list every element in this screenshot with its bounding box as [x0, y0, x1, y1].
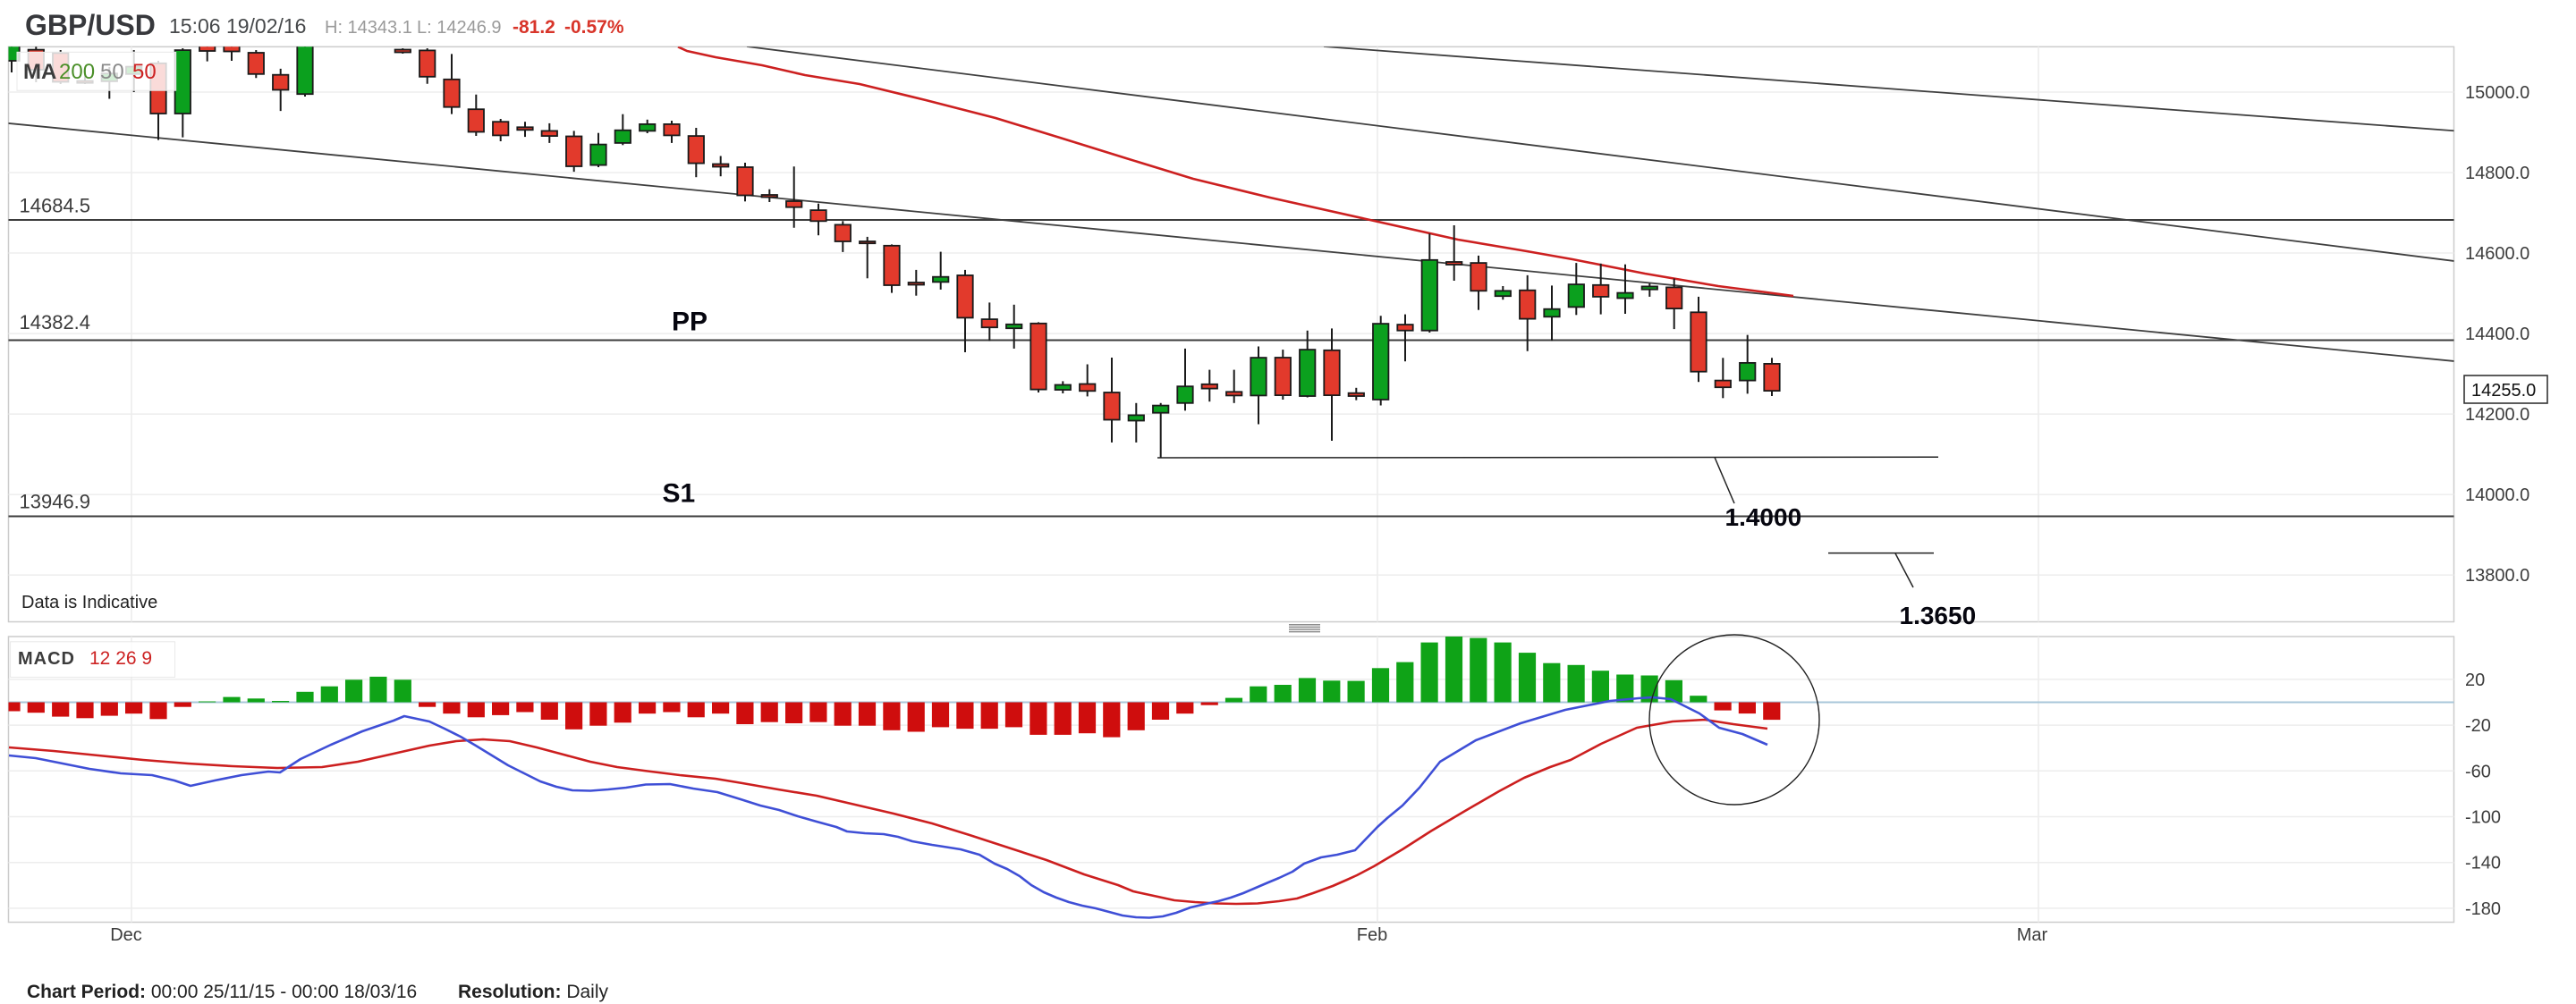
svg-text:-180: -180 — [2465, 899, 2501, 919]
svg-text:14255.0: 14255.0 — [2471, 381, 2536, 401]
svg-text:Data is Indicative: Data is Indicative — [21, 593, 157, 612]
svg-text:50: 50 — [100, 60, 124, 84]
svg-text:GBP/USD: GBP/USD — [25, 9, 156, 41]
svg-text:14600.0: 14600.0 — [2465, 244, 2529, 264]
svg-text:15:06 19/02/16: 15:06 19/02/16 — [169, 14, 306, 38]
svg-text:-20: -20 — [2465, 716, 2491, 736]
svg-text:-140: -140 — [2465, 854, 2501, 873]
svg-text:20: 20 — [2465, 671, 2485, 690]
svg-text:14200.0: 14200.0 — [2465, 405, 2529, 425]
svg-text:L: 14246.9: L: 14246.9 — [417, 18, 502, 38]
svg-text:200: 200 — [59, 60, 95, 84]
svg-text:14400.0: 14400.0 — [2465, 325, 2529, 344]
svg-text:50: 50 — [132, 60, 157, 84]
svg-text:-60: -60 — [2465, 762, 2491, 781]
svg-text:14000.0: 14000.0 — [2465, 485, 2529, 505]
svg-text:H: 14343.1: H: 14343.1 — [325, 18, 412, 38]
svg-text:12 26 9: 12 26 9 — [89, 648, 152, 669]
svg-text:1.3650: 1.3650 — [1900, 602, 1977, 629]
svg-text:Feb: Feb — [1357, 925, 1387, 945]
svg-text:MA: MA — [23, 60, 56, 84]
svg-text:Mar: Mar — [2017, 925, 2048, 945]
svg-text:Chart Period: 00:00 25/11/15 -: Chart Period: 00:00 25/11/15 - 00:00 18/… — [27, 982, 417, 1002]
svg-text:MACD: MACD — [18, 649, 75, 669]
svg-text:15000.0: 15000.0 — [2465, 83, 2529, 103]
svg-text:Resolution: Daily: Resolution: Daily — [458, 982, 609, 1002]
svg-text:S1: S1 — [663, 479, 696, 509]
svg-text:-100: -100 — [2465, 808, 2501, 828]
svg-text:13800.0: 13800.0 — [2465, 566, 2529, 586]
svg-text:Dec: Dec — [110, 925, 142, 945]
svg-text:1.4000: 1.4000 — [1725, 503, 1802, 531]
svg-text:-81.2: -81.2 — [513, 17, 555, 38]
svg-text:14800.0: 14800.0 — [2465, 164, 2529, 183]
svg-text:13946.9: 13946.9 — [20, 491, 91, 513]
svg-text:PP: PP — [672, 308, 708, 337]
svg-text:-0.57%: -0.57% — [564, 17, 624, 38]
svg-text:14382.4: 14382.4 — [20, 311, 91, 333]
svg-text:14684.5: 14684.5 — [20, 195, 91, 217]
